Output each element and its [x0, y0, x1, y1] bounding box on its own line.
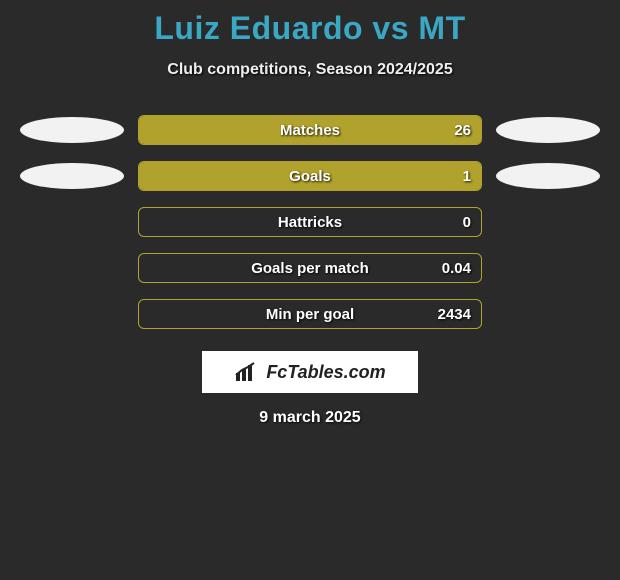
left-ellipse	[20, 255, 124, 281]
fctables-logo: FcTables.com	[202, 351, 418, 393]
comparison-chart: Matches 26 Goals 1 Hattricks 0 Goals per match…	[0, 107, 620, 337]
stat-value: 0	[463, 214, 471, 231]
right-ellipse	[496, 301, 600, 327]
right-ellipse	[496, 209, 600, 235]
stat-row: Matches 26	[0, 107, 620, 153]
left-ellipse	[20, 209, 124, 235]
subtitle: Club competitions, Season 2024/2025	[0, 61, 620, 79]
stat-label: Goals per match	[251, 260, 369, 277]
left-ellipse	[20, 301, 124, 327]
left-ellipse	[20, 117, 124, 143]
stat-value: 0.04	[442, 260, 471, 277]
stat-row: Hattricks 0	[0, 199, 620, 245]
stat-row: Goals per match 0.04	[0, 245, 620, 291]
stat-bar: Hattricks 0	[138, 207, 482, 237]
right-ellipse	[496, 117, 600, 143]
stat-value: 1	[463, 168, 471, 185]
chart-icon	[234, 361, 260, 383]
right-ellipse	[496, 163, 600, 189]
stat-bar: Goals 1	[138, 161, 482, 191]
stat-row: Goals 1	[0, 153, 620, 199]
stat-bar: Min per goal 2434	[138, 299, 482, 329]
stat-value: 2434	[438, 306, 471, 323]
page-title: Luiz Eduardo vs MT	[0, 0, 620, 47]
stat-row: Min per goal 2434	[0, 291, 620, 337]
stat-label: Goals	[289, 168, 331, 185]
stat-label: Hattricks	[278, 214, 342, 231]
stat-label: Matches	[280, 122, 340, 139]
left-ellipse	[20, 163, 124, 189]
stat-label: Min per goal	[266, 306, 354, 323]
stat-value: 26	[454, 122, 471, 139]
stat-bar: Goals per match 0.04	[138, 253, 482, 283]
logo-text: FcTables.com	[266, 362, 385, 383]
stat-bar: Matches 26	[138, 115, 482, 145]
date-label: 9 march 2025	[0, 409, 620, 427]
right-ellipse	[496, 255, 600, 281]
